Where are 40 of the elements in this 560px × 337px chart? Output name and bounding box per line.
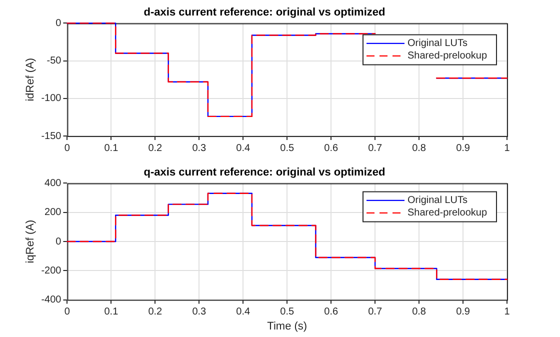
x-tick-label: 0.1: [104, 142, 119, 154]
x-tick-label: 0.2: [148, 306, 163, 318]
y-tick-label: -400: [41, 294, 62, 306]
x-tick-label: 0.8: [412, 306, 426, 318]
x-tick-label: 0.5: [280, 306, 294, 318]
x-tick-label: 0.8: [412, 142, 426, 154]
x-tick-label: 1: [504, 306, 510, 318]
y-axis-title: idRef (A): [24, 58, 37, 102]
x-axis-title: Time (s): [267, 320, 308, 332]
x-tick-label: 0.4: [236, 306, 251, 318]
x-tick-label: 0.7: [368, 142, 382, 154]
legend-label: Shared-prelookup: [408, 50, 488, 62]
y-tick-label: 0: [56, 18, 62, 29]
x-tick-label: 0.9: [456, 142, 470, 154]
legend-label: Original LUTs: [408, 38, 468, 50]
x-tick-label: 0.2: [148, 142, 163, 154]
y-axis-title: iqRef (A): [24, 220, 37, 264]
x-tick-label: 0: [64, 142, 70, 154]
y-tick-label: -150: [41, 130, 62, 142]
legend-label: Shared-prelookup: [408, 208, 488, 219]
y-tick-label: -200: [41, 265, 62, 276]
x-tick-label: 0.7: [368, 306, 382, 318]
x-tick-label: 0.6: [324, 142, 338, 154]
x-tick-label: 0.9: [456, 306, 470, 318]
x-tick-label: 0: [64, 306, 70, 318]
x-tick-label: 0.6: [324, 306, 338, 318]
chart-title: d-axis current reference: original vs optimized: [144, 6, 386, 19]
y-tick-label: 400: [44, 178, 62, 189]
x-tick-label: 0.5: [280, 142, 294, 154]
x-tick-label: 1: [504, 142, 510, 154]
x-tick-label: 0.3: [192, 306, 207, 318]
x-tick-label: 0.3: [192, 142, 207, 154]
y-tick-label: -100: [41, 93, 62, 104]
legend-label: Original LUTs: [408, 195, 468, 206]
chart-title: q-axis current reference: original vs optimized: [144, 166, 386, 179]
x-tick-label: 0.1: [104, 306, 119, 318]
x-tick-label: 0.4: [236, 142, 251, 154]
y-tick-label: 0: [56, 236, 62, 248]
y-tick-label: -50: [46, 56, 62, 67]
y-tick-label: 200: [44, 207, 62, 218]
